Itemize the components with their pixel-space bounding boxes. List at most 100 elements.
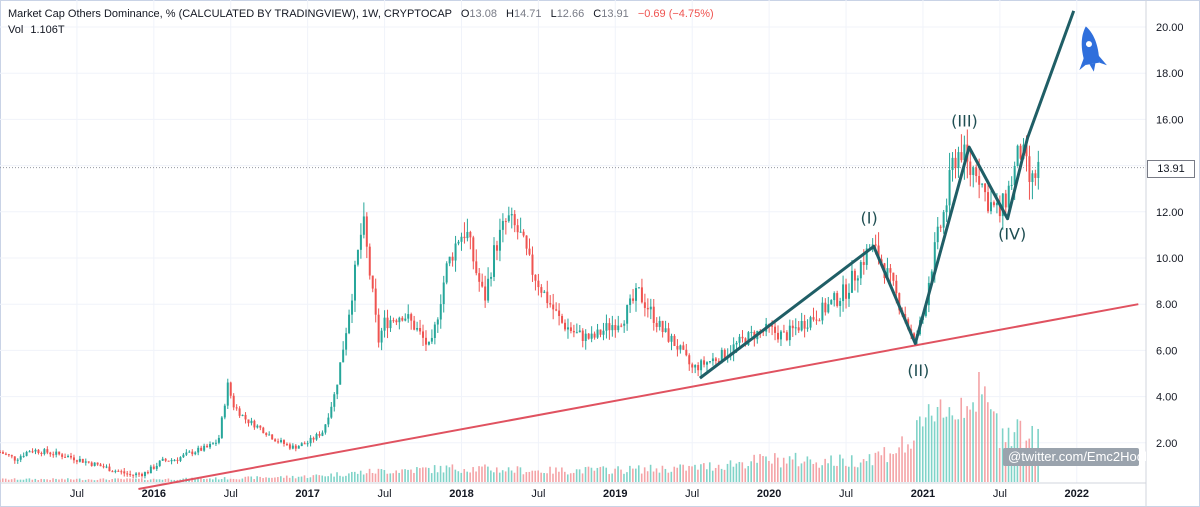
volume-bar [632, 468, 634, 482]
candle-body [436, 319, 439, 325]
volume-bar [842, 458, 844, 482]
volume-bar [188, 479, 190, 482]
legend-title[interactable]: Market Cap Others Dominance, % (CALCULAT… [8, 8, 452, 20]
volume-bar [288, 477, 291, 482]
volume-bar [921, 426, 924, 482]
volume-bar [413, 472, 415, 482]
candle-body [469, 231, 472, 238]
candle-body [179, 457, 182, 461]
volume-bar [611, 473, 613, 482]
volume-bar [735, 463, 738, 482]
volume-bar [197, 478, 199, 482]
volume-bar [28, 478, 31, 482]
candle-body [513, 214, 516, 226]
candle-body [321, 432, 324, 436]
volume-bar [850, 455, 853, 482]
candle-body [963, 144, 966, 161]
candle-body [774, 326, 777, 333]
volume-bar [206, 478, 208, 482]
candle-body [161, 458, 164, 461]
candle-body [845, 284, 848, 299]
volume-bar [297, 476, 300, 482]
volume-bar [280, 476, 282, 482]
candle-body [28, 451, 31, 453]
candle-body [244, 414, 247, 420]
candle-body [315, 434, 318, 440]
volume-bar [679, 464, 681, 482]
volume-bar [25, 478, 28, 482]
volume-bar [356, 473, 359, 482]
volume-bar [55, 478, 57, 482]
volume-bar [537, 470, 539, 482]
candle-body [167, 460, 170, 462]
volume-bar [782, 457, 785, 482]
volume-bar [933, 421, 936, 482]
volume-bar [256, 476, 258, 482]
volume-bar [614, 468, 616, 482]
volume-bar [877, 451, 880, 482]
volume-bar [670, 471, 673, 482]
candle-body [694, 365, 697, 368]
candle-body [407, 314, 410, 319]
candle-body [401, 317, 404, 321]
candle-body [158, 460, 161, 466]
candle-body [424, 337, 427, 345]
candle-body [297, 446, 300, 449]
candle-body [377, 314, 380, 343]
candle-body [989, 202, 992, 212]
chart-legend: Market Cap Others Dominance, % (CALCULAT… [8, 7, 714, 37]
volume-bar [52, 478, 54, 482]
candle-body [318, 434, 321, 436]
candle-body [812, 317, 815, 320]
candle-body [566, 327, 569, 330]
candle-body [833, 293, 836, 301]
volume-bar [862, 459, 865, 482]
volume-bar [345, 475, 347, 482]
candle-body [386, 317, 389, 329]
elliott-wave-path[interactable] [699, 10, 1076, 380]
candle-body [265, 433, 268, 436]
candle-body [25, 451, 28, 456]
candle-body [416, 328, 419, 330]
volume-bar [19, 479, 22, 482]
candle-body [457, 241, 460, 244]
volume-bar [87, 479, 90, 482]
candle-body [945, 205, 948, 213]
volume-bar [294, 478, 297, 482]
volume-bar [853, 466, 856, 482]
legend-volume-row: Vol 1.106T [8, 23, 714, 37]
volume-bar [972, 402, 974, 482]
candle-body [685, 349, 688, 356]
support-trendline[interactable] [138, 303, 1139, 490]
volume-bar [847, 466, 850, 482]
candle-body [1004, 193, 1007, 208]
candle-body [37, 449, 40, 453]
volume-bar [924, 417, 927, 482]
volume-bar [791, 459, 794, 482]
candle-body [555, 309, 558, 311]
candle-body [578, 330, 581, 333]
volume-bar [72, 479, 75, 482]
candle-body [309, 437, 312, 444]
candle-body [836, 293, 839, 306]
candle-body [16, 459, 19, 461]
volume-bar [445, 465, 448, 482]
volume-bar [161, 479, 164, 482]
candle-body [64, 456, 67, 458]
candle-body [1007, 185, 1010, 208]
volume-bar [750, 461, 752, 482]
volume-bar [916, 420, 918, 482]
candle-body [439, 304, 442, 320]
volume-bar [981, 394, 983, 482]
candle-body [93, 462, 96, 466]
volume-bar [711, 470, 714, 482]
candle-body [632, 298, 635, 301]
candle-body [84, 461, 87, 463]
x-tick-label: Jul [70, 488, 84, 500]
candle-body [490, 276, 493, 279]
legend-vol-label[interactable]: Vol [8, 24, 24, 36]
candle-body [229, 382, 232, 396]
volume-bar [655, 468, 658, 482]
candle-body [52, 454, 55, 456]
